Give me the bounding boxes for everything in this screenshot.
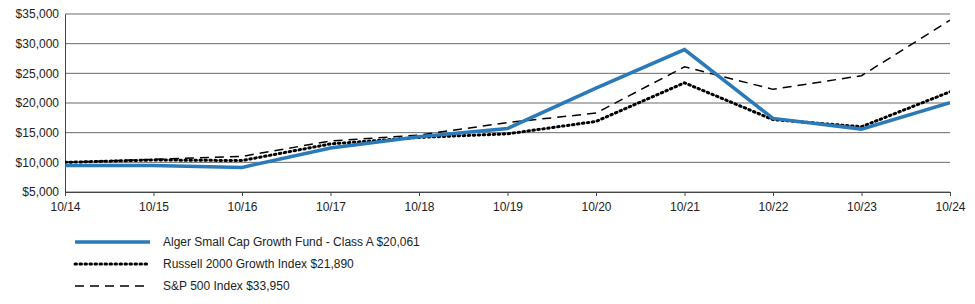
x-tick-mark — [419, 192, 420, 196]
x-tick-label: 10/21 — [670, 200, 700, 214]
x-tick-mark — [773, 192, 774, 196]
grid-line — [65, 14, 950, 15]
legend-swatch — [75, 285, 150, 287]
x-tick: 10/21 — [670, 192, 700, 214]
x-tick: 10/22 — [758, 192, 788, 214]
x-tick: 10/16 — [227, 192, 257, 214]
x-tick-mark — [242, 192, 243, 196]
y-tick: $25,000 — [16, 67, 65, 81]
y-axis: $5,000 $10,000 $15,000 $20,000 $25,000 $30,00… — [16, 7, 66, 199]
series-line — [65, 20, 950, 162]
plot: $5,000 $10,000 $15,000 $20,000 $25,000 $30,00… — [16, 7, 966, 213]
legend-swatch — [75, 263, 150, 266]
x-tick-mark — [950, 192, 951, 196]
chart: $5,000 $10,000 $15,000 $20,000 $25,000 $30,00… — [0, 0, 975, 304]
grid-line — [65, 43, 950, 44]
y-tick: $10,000 — [16, 156, 65, 170]
y-tick-label: $25,000 — [16, 67, 60, 81]
x-axis-line — [66, 193, 951, 197]
x-tick: 10/14 — [50, 192, 80, 214]
x-tick-label: 10/16 — [227, 200, 257, 214]
y-tick-label: $20,000 — [16, 96, 60, 110]
y-tick-label: $15,000 — [16, 126, 60, 140]
x-tick: 10/19 — [493, 192, 523, 214]
y-tick: $5,000 — [22, 185, 65, 199]
legend: Alger Small Cap Growth Fund - Class A $2… — [75, 235, 420, 293]
x-tick-label: 10/17 — [316, 200, 346, 214]
grid-line — [65, 73, 950, 74]
x-tick-mark — [154, 192, 155, 196]
grid — [65, 14, 950, 192]
x-tick-label: 10/15 — [139, 200, 169, 214]
x-tick: 10/20 — [581, 192, 611, 214]
x-tick-mark — [331, 192, 332, 196]
grid-line — [65, 103, 950, 104]
y-tick-label: $5,000 — [22, 185, 59, 199]
y-tick: $35,000 — [16, 7, 65, 21]
y-tick-label: $30,000 — [16, 37, 60, 51]
x-tick-label: 10/18 — [404, 200, 434, 214]
x-tick-label: 10/19 — [493, 200, 523, 214]
grid-line — [65, 162, 950, 163]
x-axis: 10/14 10/15 10/16 10/17 10/18 10/19 10/20 10/21… — [50, 192, 965, 214]
x-tick-mark — [596, 192, 597, 196]
x-tick-label: 10/20 — [581, 200, 611, 214]
x-tick-label: 10/23 — [847, 200, 877, 214]
legend-label: Alger Small Cap Growth Fund - Class A $2… — [163, 235, 420, 249]
x-tick-mark — [685, 192, 686, 196]
x-tick-label: 10/22 — [758, 200, 788, 214]
lines — [65, 20, 950, 167]
y-tick-label: $10,000 — [16, 156, 60, 170]
legend-label: Russell 2000 Growth Index $21,890 — [163, 257, 354, 271]
x-tick: 10/17 — [316, 192, 346, 214]
x-tick: 10/18 — [404, 192, 434, 214]
x-tick-mark — [862, 192, 863, 196]
y-tick: $30,000 — [16, 37, 65, 51]
y-tick: $20,000 — [16, 96, 65, 110]
x-tick: 10/24 — [935, 192, 965, 214]
y-tick: $15,000 — [16, 126, 65, 140]
series-line — [65, 50, 950, 168]
legend-swatch — [75, 240, 150, 244]
x-tick-label: 10/14 — [50, 200, 80, 214]
x-tick-mark — [508, 192, 509, 196]
legend-label: S&P 500 Index $33,950 — [163, 279, 290, 293]
x-tick-label: 10/24 — [935, 200, 965, 214]
x-tick: 10/15 — [139, 192, 169, 214]
x-tick-mark — [65, 192, 66, 196]
x-tick: 10/23 — [847, 192, 877, 214]
y-tick-label: $35,000 — [16, 7, 60, 21]
